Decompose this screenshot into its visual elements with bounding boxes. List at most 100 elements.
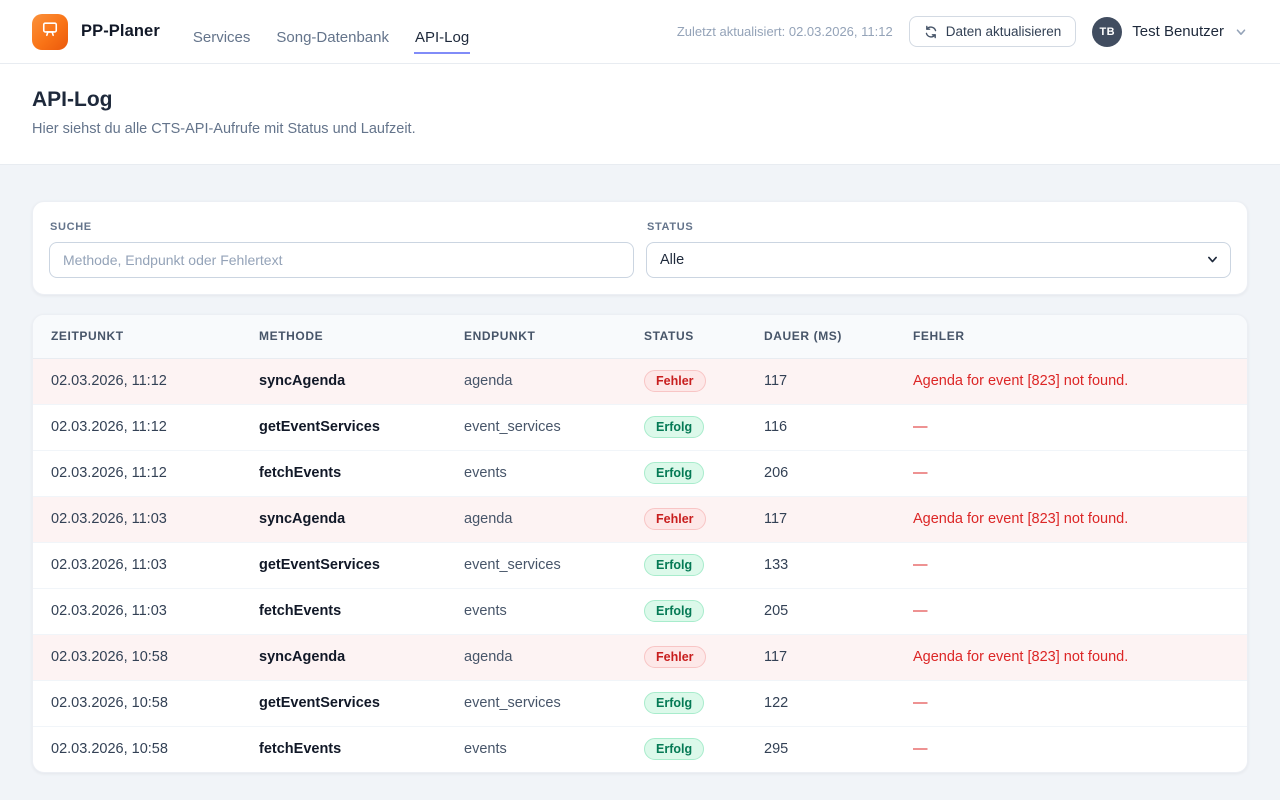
- log-row: 02.03.2026, 10:58 syncAgenda agenda Fehler 1…: [33, 634, 1247, 681]
- cell-status: Erfolg: [626, 404, 746, 451]
- cell-methode: syncAgenda: [241, 358, 446, 405]
- refresh-icon: [924, 25, 938, 39]
- log-row: 02.03.2026, 11:12 fetchEvents events Erfolg…: [33, 450, 1247, 497]
- api-log-table: Zeitpunkt Methode Endpunkt Status Dauer (ms)…: [33, 315, 1247, 772]
- navbar-right: Zuletzt aktualisiert: 02.03.2026, 11:12 …: [677, 16, 1248, 47]
- cell-endpunkt: event_services: [446, 404, 626, 451]
- cell-fehler: —: [913, 741, 928, 758]
- cell-dauer: 117: [746, 634, 895, 681]
- page-header: API-Log Hier siehst du alle CTS-API-Aufr…: [0, 64, 1280, 165]
- cell-endpunkt: agenda: [446, 358, 626, 405]
- cell-methode: getEventServices: [241, 680, 446, 727]
- cell-status: Fehler: [626, 496, 746, 543]
- status-badge: Fehler: [644, 646, 706, 668]
- filter-card: Suche Status Alle: [32, 201, 1248, 295]
- cell-fehler: —: [895, 588, 1247, 635]
- cell-zeitpunkt: 02.03.2026, 11:03: [33, 588, 241, 635]
- cell-endpunkt: event_services: [446, 680, 626, 727]
- cell-methode: getEventServices: [241, 542, 446, 589]
- cell-fehler: —: [895, 680, 1247, 727]
- cell-fehler: Agenda for event [823] not found.: [895, 634, 1247, 681]
- nav-item-song-datenbank[interactable]: Song-Datenbank: [276, 29, 389, 46]
- cell-status: Erfolg: [626, 726, 746, 772]
- table-header-row: Zeitpunkt Methode Endpunkt Status Dauer (ms)…: [33, 315, 1247, 359]
- search-input[interactable]: [49, 242, 634, 278]
- log-row: 02.03.2026, 11:03 getEventServices event_s…: [33, 542, 1247, 589]
- column-header: Zeitpunkt: [33, 315, 241, 359]
- cell-fehler: Agenda for event [823] not found.: [895, 358, 1247, 405]
- cell-dauer: 295: [764, 741, 789, 758]
- user-menu[interactable]: TB Test Benutzer: [1092, 16, 1248, 47]
- search-filter-group: Suche: [49, 218, 634, 278]
- cell-methode: syncAgenda: [241, 496, 446, 543]
- column-header: Methode: [241, 315, 446, 359]
- table-body: 02.03.2026, 11:12 syncAgenda agenda Fehler 1…: [33, 358, 1247, 772]
- navbar: PP-Planer Services Song-Datenbank API-Log …: [0, 0, 1280, 64]
- log-row: 02.03.2026, 10:58 getEventServices event_s…: [33, 680, 1247, 727]
- cell-endpunkt: events: [464, 741, 507, 758]
- status-badge: Fehler: [644, 508, 706, 530]
- cell-dauer: 122: [746, 680, 895, 727]
- last-updated-text: Zuletzt aktualisiert: 02.03.2026, 11:12: [676, 24, 893, 39]
- cell-zeitpunkt: 02.03.2026, 11:03: [33, 542, 241, 589]
- cell-zeitpunkt: 02.03.2026, 11:03: [33, 496, 241, 543]
- api-log-table-card: Zeitpunkt Methode Endpunkt Status Dauer (ms)…: [32, 314, 1248, 773]
- status-badge: Fehler: [644, 370, 706, 392]
- page-title: API-Log: [32, 88, 113, 111]
- refresh-button-label: Daten aktualisieren: [945, 24, 1062, 39]
- presentation-icon: [40, 19, 60, 44]
- cell-dauer: 116: [746, 404, 895, 451]
- log-row: 02.03.2026, 11:12 syncAgenda agenda Fehler 1…: [33, 358, 1247, 405]
- cell-endpunkt: events: [446, 450, 626, 497]
- status-badge: Erfolg: [644, 738, 705, 761]
- cell-methode: fetchEvents: [241, 588, 446, 635]
- avatar: TB: [1092, 16, 1123, 47]
- brand: PP-Planer: [32, 13, 160, 50]
- cell-status: Erfolg: [626, 680, 746, 727]
- search-label: Suche: [50, 221, 92, 233]
- column-header: Status: [626, 315, 746, 359]
- cell-status: Fehler: [626, 634, 746, 681]
- status-badge: Erfolg: [644, 600, 705, 622]
- cell-zeitpunkt: 02.03.2026, 11:12: [33, 450, 241, 497]
- log-row: 02.03.2026, 10:58 fetchEvents events Erfolg…: [33, 726, 1247, 772]
- cell-status: Fehler: [626, 358, 746, 405]
- status-badge: Erfolg: [644, 554, 705, 576]
- cell-zeitpunkt: 02.03.2026, 11:12: [33, 404, 241, 451]
- cell-zeitpunkt: 02.03.2026, 10:58: [33, 680, 241, 727]
- brand-name: PP-Planer: [81, 22, 160, 40]
- refresh-button[interactable]: Daten aktualisieren: [908, 16, 1077, 47]
- chevron-down-icon: [1234, 25, 1248, 39]
- nav-item-api-log[interactable]: API-Log: [413, 9, 471, 54]
- cell-methode: getEventServices: [241, 404, 446, 451]
- column-header: Fehler: [895, 315, 1247, 359]
- cell-methode: fetchEvents: [259, 741, 342, 758]
- cell-dauer: 117: [746, 496, 895, 543]
- cell-endpunkt: agenda: [446, 634, 626, 681]
- cell-fehler: —: [895, 542, 1247, 589]
- status-badge: Erfolg: [644, 462, 705, 484]
- column-header: Endpunkt: [446, 315, 626, 359]
- cell-zeitpunkt: 02.03.2026, 10:58: [51, 741, 168, 758]
- status-badge: Erfolg: [644, 692, 705, 714]
- cell-zeitpunkt: 02.03.2026, 11:12: [33, 358, 241, 405]
- cell-endpunkt: event_services: [446, 542, 626, 589]
- user-name: Test Benutzer: [1132, 23, 1224, 40]
- cell-zeitpunkt: 02.03.2026, 10:58: [33, 634, 241, 681]
- cell-fehler: Agenda for event [823] not found.: [895, 496, 1247, 543]
- status-filter-group: Status Alle: [646, 218, 1231, 278]
- nav-item-services[interactable]: Services: [192, 29, 251, 46]
- column-header: Dauer (ms): [746, 315, 895, 359]
- cell-dauer: 117: [746, 358, 895, 405]
- cell-endpunkt: events: [446, 588, 626, 635]
- cell-status: Erfolg: [626, 450, 746, 497]
- status-select[interactable]: Alle: [646, 242, 1231, 278]
- cell-status: Erfolg: [626, 542, 746, 589]
- cell-methode: fetchEvents: [241, 450, 446, 497]
- log-row: 02.03.2026, 11:03 syncAgenda agenda Fehler 1…: [33, 496, 1247, 543]
- cell-status: Erfolg: [626, 588, 746, 635]
- log-row: 02.03.2026, 11:12 getEventServices event_s…: [33, 404, 1247, 451]
- log-row: 02.03.2026, 11:03 fetchEvents events Erfolg…: [33, 588, 1247, 635]
- page-subtitle: Hier siehst du alle CTS-API-Aufrufe mit …: [32, 121, 416, 137]
- cell-dauer: 205: [746, 588, 895, 635]
